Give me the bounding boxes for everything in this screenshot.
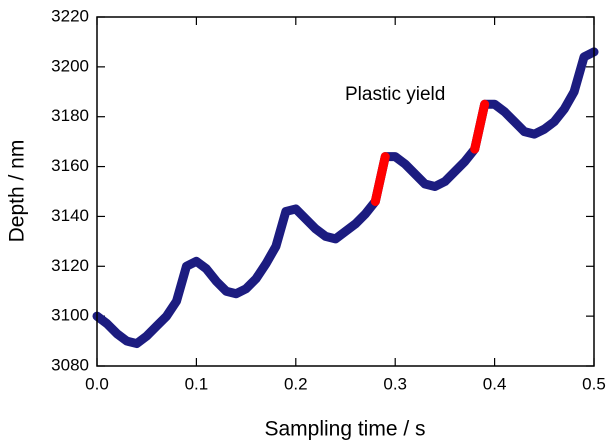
y-tick-label: 3140 — [51, 206, 89, 225]
y-tick-label: 3160 — [51, 156, 89, 175]
x-tick-label: 0.5 — [582, 374, 606, 393]
y-tick-label: 3180 — [51, 106, 89, 125]
x-axis-label: Sampling time / s — [264, 418, 425, 441]
x-tick-label: 0.2 — [284, 374, 308, 393]
data-line — [92, 47, 599, 349]
annotation: Plastic yield — [345, 84, 445, 105]
x-tick-label: 0.0 — [85, 374, 109, 393]
x-tick-label: 0.3 — [383, 374, 407, 393]
y-axis-label: Depth / nm — [6, 140, 29, 243]
y-tick-label: 3220 — [51, 6, 89, 25]
x-tick-label: 0.4 — [483, 374, 507, 393]
y-tick-label: 3080 — [51, 355, 89, 374]
y-tick-label: 3120 — [51, 256, 89, 275]
plot-frame — [96, 16, 595, 367]
x-tick-label: 0.1 — [185, 374, 209, 393]
data-line — [370, 99, 490, 206]
y-tick-label: 3100 — [51, 306, 89, 325]
y-tick-label: 3200 — [51, 56, 89, 75]
